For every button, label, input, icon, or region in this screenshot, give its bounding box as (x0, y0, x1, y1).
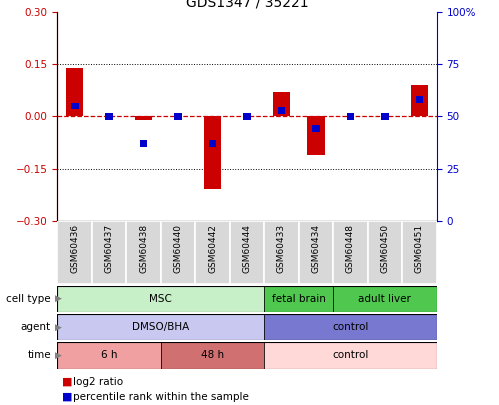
Text: MSC: MSC (149, 294, 172, 304)
Bar (209, 140, 217, 147)
Text: fetal brain: fetal brain (272, 294, 326, 304)
Text: 6 h: 6 h (101, 350, 117, 360)
FancyBboxPatch shape (368, 221, 402, 284)
Text: GSM60438: GSM60438 (139, 224, 148, 273)
FancyBboxPatch shape (264, 342, 437, 369)
FancyBboxPatch shape (57, 314, 264, 340)
FancyBboxPatch shape (57, 221, 92, 284)
Text: GSM60444: GSM60444 (243, 224, 251, 273)
Text: GSM60434: GSM60434 (311, 224, 320, 273)
Text: GSM60433: GSM60433 (277, 224, 286, 273)
FancyBboxPatch shape (264, 314, 437, 340)
Text: time: time (27, 350, 51, 360)
FancyBboxPatch shape (161, 342, 264, 369)
Bar (416, 96, 423, 103)
Text: GSM60442: GSM60442 (208, 224, 217, 273)
Bar (346, 113, 354, 120)
Text: GSM60436: GSM60436 (70, 224, 79, 273)
Bar (66, 68, 83, 117)
Bar (174, 113, 182, 120)
FancyBboxPatch shape (333, 221, 368, 284)
Text: log2 ratio: log2 ratio (73, 377, 123, 387)
Text: GSM60450: GSM60450 (380, 224, 389, 273)
FancyBboxPatch shape (402, 221, 437, 284)
Title: GDS1347 / 35221: GDS1347 / 35221 (186, 0, 308, 10)
Text: ▶: ▶ (55, 294, 62, 303)
Bar (307, 117, 324, 155)
FancyBboxPatch shape (57, 342, 161, 369)
FancyBboxPatch shape (230, 221, 264, 284)
Bar (381, 113, 389, 120)
FancyBboxPatch shape (126, 221, 161, 284)
Text: percentile rank within the sample: percentile rank within the sample (73, 392, 249, 402)
Text: ■: ■ (62, 377, 73, 387)
Text: GSM60440: GSM60440 (174, 224, 183, 273)
Bar (411, 85, 428, 117)
Text: control: control (332, 322, 369, 332)
FancyBboxPatch shape (92, 221, 126, 284)
FancyBboxPatch shape (264, 221, 299, 284)
FancyBboxPatch shape (299, 221, 333, 284)
FancyBboxPatch shape (161, 221, 195, 284)
FancyBboxPatch shape (195, 221, 230, 284)
Text: ▶: ▶ (55, 322, 62, 332)
Text: GSM60448: GSM60448 (346, 224, 355, 273)
Text: GSM60451: GSM60451 (415, 224, 424, 273)
Bar (71, 102, 78, 109)
Bar (277, 107, 285, 114)
Bar (243, 113, 251, 120)
Text: 48 h: 48 h (201, 350, 224, 360)
Text: adult liver: adult liver (358, 294, 411, 304)
Bar (204, 117, 221, 190)
Text: control: control (332, 350, 369, 360)
Text: ▶: ▶ (55, 351, 62, 360)
FancyBboxPatch shape (57, 286, 264, 312)
FancyBboxPatch shape (333, 286, 437, 312)
Bar (273, 92, 290, 117)
Bar (312, 126, 320, 132)
Text: cell type: cell type (6, 294, 51, 304)
Bar (140, 140, 147, 147)
Text: DMSO/BHA: DMSO/BHA (132, 322, 190, 332)
FancyBboxPatch shape (264, 286, 333, 312)
Bar (105, 113, 113, 120)
Text: ■: ■ (62, 392, 73, 402)
Text: GSM60437: GSM60437 (105, 224, 114, 273)
Text: agent: agent (21, 322, 51, 332)
Bar (135, 117, 152, 120)
